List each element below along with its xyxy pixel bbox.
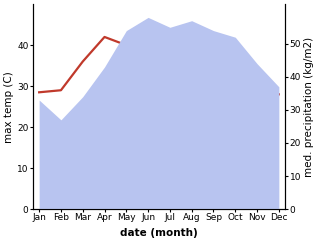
X-axis label: date (month): date (month) xyxy=(120,228,198,238)
Y-axis label: max temp (C): max temp (C) xyxy=(4,71,14,143)
Y-axis label: med. precipitation (kg/m2): med. precipitation (kg/m2) xyxy=(304,37,314,177)
